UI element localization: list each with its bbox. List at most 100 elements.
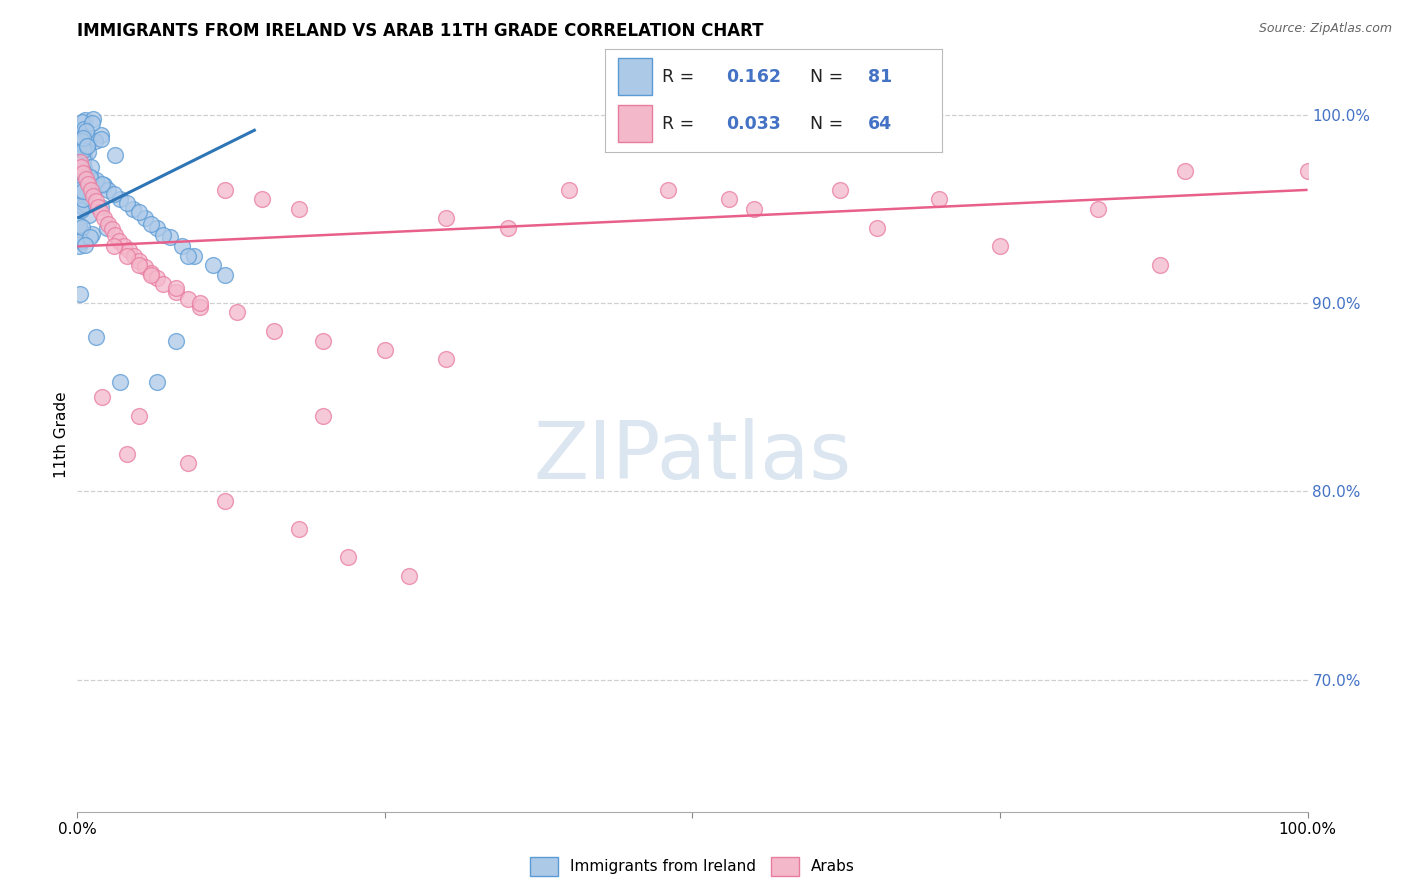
- Point: [110, 375, 132, 389]
- Point: [72, 166, 94, 180]
- Point: [80, 115, 103, 129]
- Text: R =: R =: [662, 115, 700, 133]
- Point: [90, 200, 112, 214]
- Point: [77, 178, 100, 192]
- Point: [75, 175, 97, 189]
- Point: [104, 147, 127, 161]
- Text: 0.033: 0.033: [725, 115, 780, 133]
- Point: [170, 239, 193, 253]
- Point: [70, 115, 93, 129]
- Point: [141, 268, 163, 282]
- Point: [374, 343, 396, 357]
- Point: [146, 375, 169, 389]
- Point: [80, 180, 103, 194]
- Point: [82, 188, 104, 202]
- Point: [93, 178, 115, 193]
- Point: [830, 183, 852, 197]
- Point: [90, 205, 112, 219]
- Point: [101, 222, 124, 236]
- Point: [146, 220, 169, 235]
- Point: [288, 202, 311, 216]
- Point: [69, 222, 91, 236]
- Text: N =: N =: [810, 68, 849, 86]
- Point: [165, 334, 187, 348]
- Point: [70, 219, 93, 234]
- Point: [93, 211, 115, 226]
- Text: IMMIGRANTS FROM IRELAND VS ARAB 11TH GRADE CORRELATION CHART: IMMIGRANTS FROM IRELAND VS ARAB 11TH GRA…: [77, 22, 763, 40]
- Text: R =: R =: [662, 68, 700, 86]
- Point: [69, 199, 91, 213]
- Point: [436, 211, 458, 226]
- Point: [84, 173, 107, 187]
- Point: [288, 522, 311, 536]
- Point: [84, 194, 107, 209]
- Point: [103, 239, 125, 253]
- Point: [657, 183, 679, 197]
- Point: [73, 161, 96, 176]
- Point: [1087, 202, 1109, 216]
- Point: [1149, 258, 1171, 272]
- Point: [73, 122, 96, 136]
- Point: [67, 142, 90, 156]
- Point: [214, 268, 236, 282]
- Point: [190, 300, 212, 314]
- Point: [77, 137, 100, 152]
- Text: 81: 81: [868, 68, 891, 86]
- Point: [121, 202, 143, 216]
- Point: [79, 161, 101, 175]
- Point: [79, 170, 101, 185]
- Bar: [619, 105, 652, 143]
- Text: Source: ZipAtlas.com: Source: ZipAtlas.com: [1258, 22, 1392, 36]
- Point: [69, 202, 91, 217]
- Point: [141, 266, 163, 280]
- Point: [72, 131, 94, 145]
- Point: [152, 228, 174, 243]
- Point: [79, 230, 101, 244]
- Point: [118, 243, 141, 257]
- Text: 64: 64: [868, 115, 891, 133]
- Point: [263, 324, 285, 338]
- Point: [165, 285, 187, 299]
- Point: [70, 134, 93, 148]
- Point: [115, 249, 138, 263]
- Point: [67, 183, 90, 197]
- Point: [214, 493, 236, 508]
- Point: [214, 183, 236, 197]
- Point: [69, 154, 91, 169]
- Point: [312, 409, 335, 423]
- Point: [69, 194, 91, 208]
- Text: 0.162: 0.162: [725, 68, 782, 86]
- Point: [988, 239, 1011, 253]
- Point: [128, 254, 150, 268]
- Point: [72, 199, 94, 213]
- Text: ZIPatlas: ZIPatlas: [533, 418, 852, 497]
- Point: [80, 183, 103, 197]
- Point: [70, 161, 93, 175]
- Point: [190, 296, 212, 310]
- Point: [90, 390, 114, 404]
- Point: [866, 220, 889, 235]
- Text: N =: N =: [810, 115, 849, 133]
- Point: [67, 239, 90, 253]
- Point: [70, 136, 93, 151]
- Point: [77, 208, 100, 222]
- Point: [496, 220, 519, 235]
- Point: [82, 112, 104, 127]
- Point: [69, 177, 91, 191]
- Point: [84, 330, 107, 344]
- Point: [152, 277, 174, 292]
- Point: [72, 144, 94, 158]
- Point: [82, 227, 104, 242]
- Point: [115, 196, 138, 211]
- Point: [84, 134, 107, 148]
- Point: [718, 192, 741, 206]
- Point: [96, 221, 118, 235]
- Point: [103, 186, 125, 201]
- Point: [72, 192, 94, 206]
- Point: [72, 145, 94, 160]
- Point: [177, 292, 200, 306]
- Point: [128, 205, 150, 219]
- Bar: [619, 58, 652, 95]
- Point: [146, 271, 169, 285]
- Point: [67, 218, 90, 232]
